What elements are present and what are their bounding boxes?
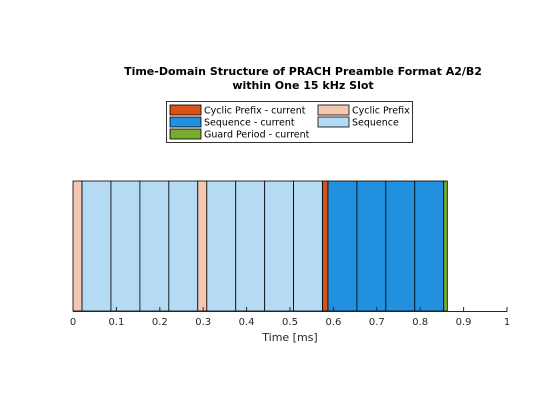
- segment-sequence-1: [81, 180, 112, 312]
- segment-sequence-7: [235, 180, 266, 312]
- segment-sequence-2: [110, 180, 141, 312]
- x-tick-label-9: 0.9: [456, 317, 472, 328]
- segment-guard-period-current-15: [443, 180, 448, 312]
- x-axis-label: Time [ms]: [261, 331, 317, 344]
- legend-swatch-cyclic-prefix-current: [169, 104, 202, 116]
- x-tick-label-4: 0.4: [239, 317, 255, 328]
- segment-sequence-8: [264, 180, 295, 312]
- x-tick-label-7: 0.7: [369, 317, 385, 328]
- segment-sequence-current-12: [356, 180, 387, 312]
- legend-label-cyclic-prefix-current: Cyclic Prefix - current: [204, 106, 306, 117]
- segment-sequence-6: [206, 180, 237, 312]
- segment-sequence-current-14: [414, 180, 445, 312]
- segment-cyclic-prefix-current-10: [322, 180, 329, 312]
- segment-sequence-current-11: [327, 180, 358, 312]
- x-axis-ticks: 0 0.1 0.2 0.3 0.4 0.5 0.6 0.7 0.8 0.9 1: [70, 307, 510, 328]
- segment-cyclic-prefix-0: [72, 180, 83, 312]
- legend-swatch-sequence: [317, 116, 350, 128]
- x-tick-label-8: 0.8: [412, 317, 428, 328]
- x-tick-label-6: 0.6: [325, 317, 341, 328]
- legend-label-cyclic-prefix: Cyclic Prefix: [352, 106, 410, 117]
- segment-sequence-current-13: [385, 180, 416, 312]
- x-tick-label-5: 0.5: [282, 317, 298, 328]
- x-tick-label-10: 1: [504, 317, 510, 328]
- x-tick-label-1: 0.1: [108, 317, 124, 328]
- legend-box: [166, 101, 413, 143]
- timeline-segments: [72, 180, 448, 312]
- legend-swatch-sequence-current: [169, 116, 202, 128]
- legend: Cyclic Prefix - current Cyclic PrefixSequ…: [166, 101, 413, 143]
- chart-title-line-2: within One 15 kHz Slot: [232, 79, 373, 92]
- legend-label-guard-period-current: Guard Period - current: [204, 130, 310, 141]
- x-tick-label-3: 0.3: [195, 317, 211, 328]
- segment-sequence-9: [293, 180, 323, 312]
- legend-swatch-cyclic-prefix: [317, 104, 350, 116]
- segment-cyclic-prefix-5: [197, 180, 208, 312]
- legend-label-sequence-current: Sequence - current: [204, 118, 295, 129]
- segment-sequence-4: [168, 180, 199, 312]
- chart-title-line-1: Time-Domain Structure of PRACH Preamble …: [124, 65, 482, 78]
- segment-sequence-3: [139, 180, 170, 312]
- legend-swatch-guard-period-current: [169, 128, 202, 140]
- legend-label-sequence: Sequence: [352, 118, 399, 129]
- x-tick-label-2: 0.2: [152, 317, 168, 328]
- x-tick-label-0: 0: [70, 317, 76, 328]
